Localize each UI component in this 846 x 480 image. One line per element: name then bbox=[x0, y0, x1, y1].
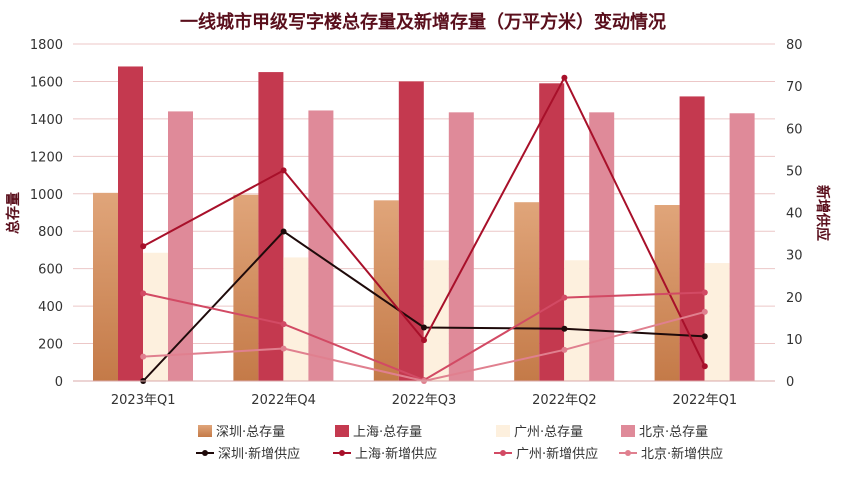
x-tick-label: 2023年Q1 bbox=[111, 393, 176, 408]
y-right-tick-label: 80 bbox=[786, 38, 803, 53]
y-right-tick-label: 60 bbox=[786, 122, 803, 137]
y-right-tick-label: 10 bbox=[786, 333, 803, 348]
line-point bbox=[140, 290, 147, 297]
lines-layer bbox=[140, 74, 708, 384]
y-left-tick-label: 1200 bbox=[30, 150, 63, 165]
y-left-tick-label: 600 bbox=[38, 263, 63, 278]
bar bbox=[258, 72, 284, 381]
legend-label: 北京·总存量 bbox=[639, 425, 708, 440]
bar bbox=[93, 192, 118, 381]
y-left-tick-label: 800 bbox=[38, 225, 63, 240]
y-right-tick-label: 70 bbox=[786, 80, 803, 95]
line-point bbox=[140, 353, 147, 360]
line-point bbox=[701, 308, 708, 315]
x-tick-label: 2022年Q2 bbox=[532, 393, 597, 408]
bar bbox=[423, 260, 449, 381]
y-left-tick-label: 1600 bbox=[30, 75, 63, 90]
line-point bbox=[701, 363, 708, 370]
legend-marker bbox=[339, 450, 345, 456]
bar bbox=[704, 263, 730, 381]
legend-label: 深圳·新增供应 bbox=[218, 446, 300, 462]
y-right-tick-label: 0 bbox=[786, 375, 794, 390]
legend-marker bbox=[500, 450, 506, 456]
legend-swatch bbox=[496, 425, 510, 437]
line-point bbox=[280, 321, 287, 328]
bar bbox=[308, 110, 334, 381]
y-left-tick-label: 400 bbox=[38, 300, 63, 315]
line-point bbox=[701, 289, 708, 296]
bar bbox=[283, 257, 309, 381]
line-point bbox=[561, 325, 568, 332]
line-point bbox=[280, 228, 287, 235]
y-right-tick-label: 20 bbox=[786, 291, 803, 306]
x-tick-label: 2022年Q1 bbox=[673, 393, 738, 408]
line-point bbox=[280, 167, 287, 174]
y-left-tick-label: 0 bbox=[55, 375, 63, 390]
x-tick-label: 2022年Q3 bbox=[392, 393, 457, 408]
legend-label: 北京·新增供应 bbox=[641, 446, 723, 462]
bar bbox=[448, 112, 474, 381]
line-point bbox=[421, 337, 427, 344]
bar bbox=[143, 252, 168, 381]
line-point bbox=[561, 294, 568, 301]
y-left-tick-label: 1800 bbox=[30, 38, 63, 53]
bar bbox=[679, 96, 705, 381]
bar bbox=[589, 112, 615, 381]
x-tick-label: 2022年Q4 bbox=[251, 393, 316, 408]
legend-label: 上海·总存量 bbox=[353, 425, 422, 440]
chart-title: 一线城市甲级写字楼总存量及新增存量（万平方米）变动情况 bbox=[180, 11, 666, 33]
legend-label: 广州·总存量 bbox=[514, 425, 583, 440]
line-point bbox=[280, 345, 287, 352]
legend-label: 深圳·总存量 bbox=[216, 425, 285, 440]
legend-swatch bbox=[198, 425, 212, 437]
y-right-tick-label: 50 bbox=[786, 164, 803, 179]
y-left-tick-label: 1400 bbox=[30, 113, 63, 128]
bar bbox=[118, 66, 143, 381]
bar bbox=[564, 260, 590, 381]
legend-marker bbox=[202, 450, 208, 456]
y-right-tick-label: 30 bbox=[786, 249, 803, 264]
line-point bbox=[140, 243, 147, 250]
line-point bbox=[561, 346, 568, 353]
bar bbox=[539, 83, 565, 382]
y-left-tick-label: 200 bbox=[38, 338, 63, 353]
line-point bbox=[561, 74, 568, 81]
legend-label: 广州·新增供应 bbox=[516, 446, 598, 462]
bar bbox=[373, 200, 399, 381]
legend-marker bbox=[625, 450, 631, 456]
legend-label: 上海·新增供应 bbox=[355, 446, 437, 462]
line-point bbox=[701, 333, 708, 340]
y-axis-left-label: 总存量 bbox=[5, 192, 22, 234]
bar bbox=[729, 113, 755, 382]
axis-layer: 0 200 400 600 800 1000 1200 1400 1600 1800 0 10 20 30… bbox=[30, 38, 803, 408]
legend-swatch bbox=[621, 425, 635, 437]
bar bbox=[514, 202, 540, 381]
y-axis-right-label: 新增供应 bbox=[814, 185, 831, 241]
legend-swatch bbox=[335, 425, 349, 437]
bars-layer bbox=[93, 66, 755, 382]
y-left-tick-label: 1000 bbox=[30, 188, 63, 203]
bar bbox=[233, 194, 259, 381]
bar bbox=[398, 81, 424, 381]
line-point bbox=[421, 324, 427, 331]
y-right-tick-label: 40 bbox=[786, 207, 803, 222]
bar bbox=[168, 111, 193, 382]
